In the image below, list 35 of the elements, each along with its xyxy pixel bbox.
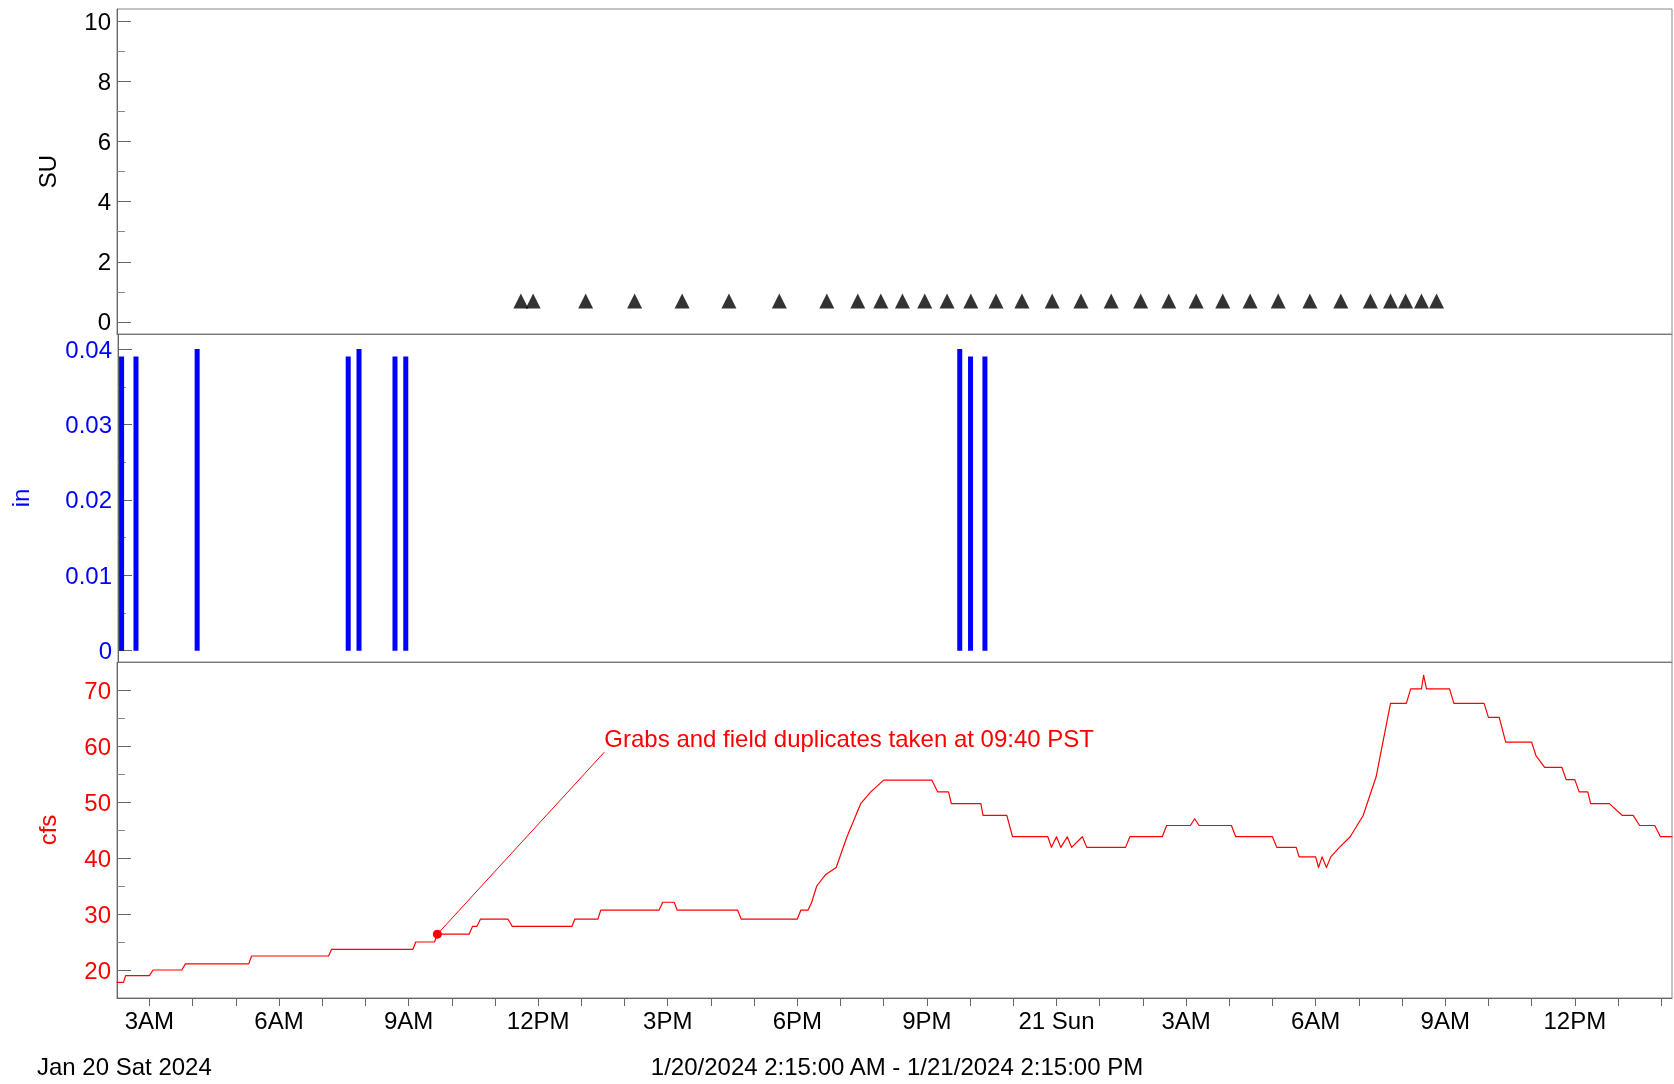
text: 1/20/2024 2:15:00 AM - 1/21/2024 2:15:00 PM [650, 1052, 1144, 1080]
y-axis-title: SU [33, 154, 61, 189]
y-tick-label: 10 [84, 7, 111, 35]
y-tick-label: 0.02 [65, 486, 112, 514]
x-tick-label: 21 Sun [1018, 1006, 1095, 1034]
annotation: Grabs and field duplicates taken at 09:40 PST [604, 724, 1095, 752]
y-tick-label: 60 [84, 732, 111, 760]
x-tick-label: 3AM [1161, 1006, 1211, 1034]
y-tick-label: 6 [97, 127, 111, 155]
x-tick-label: 9PM [902, 1006, 952, 1034]
x-tick-label: 6AM [254, 1006, 304, 1034]
y-tick-label: 20 [84, 956, 111, 984]
x-tick-label: 6AM [1290, 1006, 1341, 1034]
y-axis-title: cfs [33, 814, 61, 846]
y-tick-label: 0.04 [65, 335, 112, 363]
y-tick-label: 0 [97, 308, 111, 336]
x-tick-label: 3AM [124, 1006, 175, 1034]
y-tick-label: 0.03 [65, 410, 112, 438]
y-tick-label: 0 [98, 637, 112, 665]
y-tick-label: 0.01 [65, 561, 112, 589]
x-tick-label: 9AM [1420, 1006, 1470, 1034]
y-tick-label: 2 [97, 248, 111, 276]
y-tick-label: 30 [84, 900, 111, 928]
x-tick-label: 3PM [643, 1006, 693, 1034]
y-tick-label: 8 [97, 67, 111, 95]
y-tick-label: 70 [84, 676, 111, 704]
x-tick-label: 12PM [506, 1006, 570, 1034]
y-tick-label: 50 [84, 788, 111, 816]
x-tick-label: 12PM [1543, 1006, 1607, 1034]
y-tick-label: 4 [97, 188, 111, 216]
text: Jan 20 Sat 2024 [37, 1052, 212, 1080]
y-axis-title: in [6, 488, 34, 508]
x-tick-label: 6PM [772, 1006, 822, 1034]
y-tick-label: 40 [84, 844, 111, 872]
x-tick-label: 9AM [383, 1006, 434, 1034]
